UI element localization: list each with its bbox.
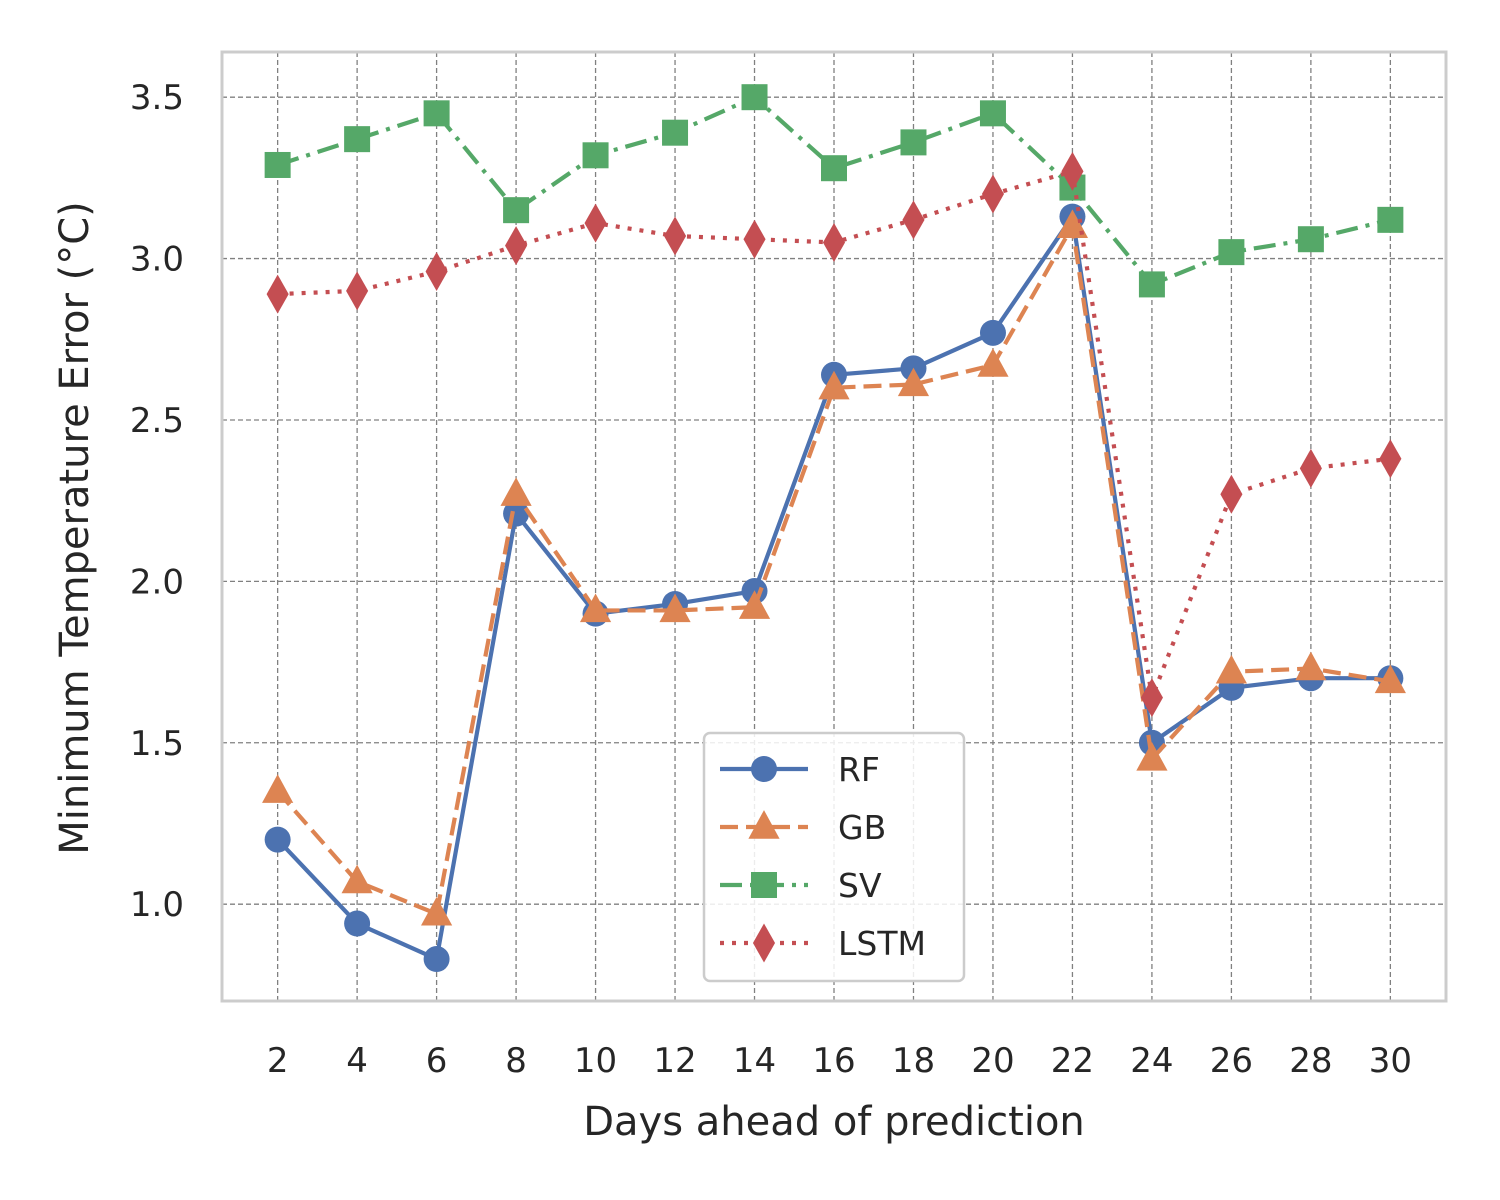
x-tick-label: 14 bbox=[733, 1041, 776, 1081]
data-point-gb bbox=[500, 477, 532, 506]
x-tick-label: 8 bbox=[505, 1041, 527, 1081]
data-point-gb bbox=[262, 774, 294, 803]
legend: RF GB SV LSTM bbox=[702, 731, 966, 983]
series-gb bbox=[262, 209, 1406, 926]
data-point-gb bbox=[977, 348, 1009, 377]
data-point-sv bbox=[423, 100, 450, 127]
data-point-gb bbox=[659, 593, 691, 623]
data-point-rf bbox=[264, 826, 291, 853]
data-point-sv bbox=[344, 126, 371, 153]
x-tick-label: 2 bbox=[267, 1041, 289, 1081]
x-axis-title: Days ahead of prediction bbox=[583, 1099, 1085, 1145]
legend-item-lstm: LSTM bbox=[720, 923, 926, 963]
data-point-lstm bbox=[1379, 439, 1402, 479]
data-point-sv bbox=[662, 119, 689, 146]
data-point-gb bbox=[1295, 651, 1327, 681]
x-tick-label: 10 bbox=[574, 1041, 617, 1081]
legend-marker-rf bbox=[751, 756, 777, 782]
data-point-gb bbox=[341, 864, 373, 894]
data-point-lstm bbox=[663, 216, 687, 256]
data-point-sv bbox=[264, 151, 291, 178]
x-tick-label: 18 bbox=[892, 1041, 935, 1081]
data-point-sv bbox=[1138, 271, 1165, 298]
data-point-sv bbox=[582, 142, 609, 169]
series-layer bbox=[262, 84, 1406, 973]
legend-item-gb: GB bbox=[720, 808, 886, 847]
legend-label-sv: SV bbox=[838, 866, 882, 905]
legend-item-sv: SV bbox=[720, 866, 882, 905]
y-tick-label: 1.5 bbox=[130, 724, 184, 764]
x-tick-label: 12 bbox=[653, 1041, 696, 1081]
data-point-lstm bbox=[346, 271, 369, 311]
legend-marker-sv bbox=[751, 872, 777, 898]
data-point-gb bbox=[1215, 654, 1248, 684]
data-point-gb bbox=[1374, 664, 1406, 694]
x-tick-label: 4 bbox=[346, 1041, 368, 1081]
data-point-gb bbox=[897, 367, 930, 397]
x-tick-label: 22 bbox=[1051, 1041, 1094, 1081]
legend-item-rf: RF bbox=[720, 750, 880, 789]
data-point-sv bbox=[1377, 206, 1404, 233]
series-line-gb bbox=[276, 224, 1391, 916]
data-point-lstm bbox=[1220, 474, 1243, 514]
x-tick-label: 28 bbox=[1289, 1041, 1332, 1081]
legend-marker-lstm bbox=[752, 923, 776, 963]
x-tick-label: 26 bbox=[1210, 1041, 1253, 1081]
legend-box bbox=[702, 731, 966, 983]
data-point-lstm bbox=[1140, 678, 1163, 718]
data-point-sv bbox=[1218, 239, 1245, 266]
plot-frame bbox=[220, 50, 1448, 1003]
series-lstm bbox=[266, 151, 1402, 718]
data-point-lstm bbox=[822, 222, 846, 262]
y-tick-label: 2.5 bbox=[130, 401, 184, 441]
data-point-lstm bbox=[902, 200, 925, 240]
data-point-lstm bbox=[1299, 448, 1322, 488]
data-point-gb bbox=[738, 590, 771, 619]
x-tick-label: 6 bbox=[426, 1041, 448, 1081]
data-point-rf bbox=[423, 946, 450, 973]
data-point-lstm bbox=[1061, 151, 1084, 191]
data-point-gb bbox=[1136, 742, 1168, 771]
data-point-rf bbox=[344, 910, 371, 937]
y-tick-labels: 1.0 1.5 2.0 2.5 3.0 3.5 bbox=[130, 78, 184, 925]
y-tick-label: 1.0 bbox=[130, 885, 184, 925]
data-point-gb bbox=[420, 896, 453, 926]
series-sv bbox=[264, 84, 1404, 298]
data-point-sv bbox=[900, 129, 927, 156]
x-tick-label: 30 bbox=[1369, 1041, 1412, 1081]
data-point-rf bbox=[979, 319, 1006, 346]
legend-label-lstm: LSTM bbox=[838, 924, 926, 963]
data-point-lstm bbox=[584, 203, 607, 243]
data-point-sv bbox=[1297, 226, 1324, 253]
x-tick-label: 24 bbox=[1130, 1041, 1173, 1081]
data-point-gb bbox=[579, 593, 612, 623]
data-point-gb bbox=[1056, 209, 1089, 239]
data-point-lstm bbox=[425, 251, 448, 291]
y-tick-label: 3.5 bbox=[130, 78, 184, 118]
data-point-gb bbox=[818, 370, 850, 400]
legend-marker-gb bbox=[748, 810, 780, 839]
data-point-lstm bbox=[505, 226, 528, 266]
y-tick-label: 3.0 bbox=[130, 240, 184, 280]
legend-label-gb: GB bbox=[838, 808, 886, 847]
legend-label-rf: RF bbox=[838, 750, 880, 789]
data-point-sv bbox=[741, 84, 768, 111]
x-tick-label: 20 bbox=[971, 1041, 1014, 1081]
y-axis-title: Minimum Temperature Error (°C) bbox=[52, 201, 98, 855]
data-point-lstm bbox=[981, 174, 1005, 214]
data-point-lstm bbox=[266, 274, 289, 314]
data-point-sv bbox=[821, 155, 847, 182]
data-point-lstm bbox=[743, 219, 766, 259]
x-tick-labels: 2 4 6 8 10 12 14 16 18 20 22 24 26 28 30 bbox=[267, 1041, 1412, 1081]
data-point-sv bbox=[503, 197, 530, 224]
series-line-sv bbox=[276, 95, 1391, 287]
data-point-sv bbox=[979, 100, 1006, 127]
x-tick-label: 16 bbox=[812, 1041, 855, 1081]
y-tick-label: 2.0 bbox=[130, 562, 184, 602]
